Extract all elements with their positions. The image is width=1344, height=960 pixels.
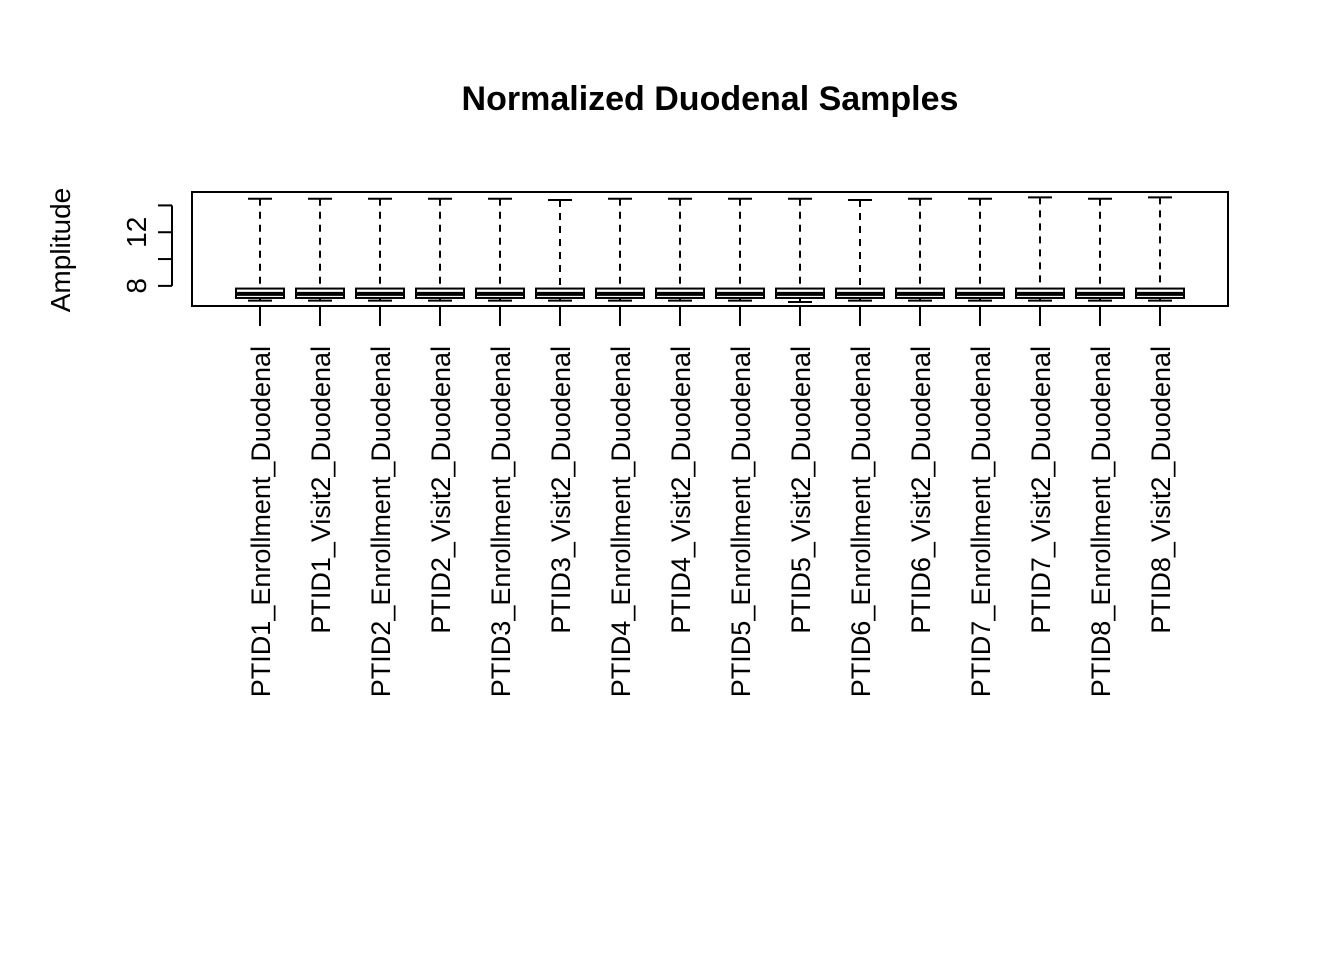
category-label-10: PTID5_Visit2_Duodenal	[786, 346, 816, 634]
category-label-12: PTID6_Visit2_Duodenal	[906, 346, 936, 634]
box-8	[655, 197, 705, 326]
category-label-9: PTID5_Enrollment_Duodenal	[726, 346, 756, 697]
y-tick-label-8: 8	[121, 278, 152, 294]
category-label-6: PTID3_Visit2_Duodenal	[546, 346, 576, 634]
box-9	[715, 197, 765, 326]
category-label-16: PTID8_Visit2_Duodenal	[1146, 346, 1176, 634]
category-label-11: PTID6_Enrollment_Duodenal	[846, 346, 876, 697]
box-1	[235, 197, 285, 326]
boxes-group	[235, 196, 1185, 326]
box-6	[535, 199, 585, 326]
box-15	[1075, 197, 1125, 326]
category-label-3: PTID2_Enrollment_Duodenal	[366, 346, 396, 697]
box-10	[775, 197, 825, 326]
y-axis-label: Amplitude	[45, 188, 76, 313]
category-label-14: PTID7_Visit2_Duodenal	[1026, 346, 1056, 634]
box-4	[415, 197, 465, 326]
box-13	[955, 197, 1005, 326]
y-tick-label-12: 12	[121, 217, 152, 248]
chart-title: Normalized Duodenal Samples	[462, 80, 959, 118]
box-14	[1015, 196, 1065, 326]
box-5	[475, 197, 525, 326]
category-label-15: PTID8_Enrollment_Duodenal	[1086, 346, 1116, 697]
category-label-2: PTID1_Visit2_Duodenal	[306, 346, 336, 634]
box-2	[295, 197, 345, 326]
box-12	[895, 197, 945, 326]
category-label-8: PTID4_Visit2_Duodenal	[666, 346, 696, 634]
box-7	[595, 197, 645, 326]
category-label-7: PTID4_Enrollment_Duodenal	[606, 346, 636, 697]
box-11	[835, 199, 885, 326]
box-3	[355, 197, 405, 326]
category-label-4: PTID2_Visit2_Duodenal	[426, 346, 456, 634]
category-label-13: PTID7_Enrollment_Duodenal	[966, 346, 996, 697]
category-label-5: PTID3_Enrollment_Duodenal	[486, 346, 516, 697]
category-label-1: PTID1_Enrollment_Duodenal	[246, 346, 276, 697]
category-labels: PTID1_Enrollment_Duodenal PTID1_Visit2_Du…	[246, 346, 1176, 697]
y-axis: 8 12	[121, 204, 173, 294]
box-16	[1135, 196, 1185, 326]
plot-frame	[191, 191, 1229, 307]
